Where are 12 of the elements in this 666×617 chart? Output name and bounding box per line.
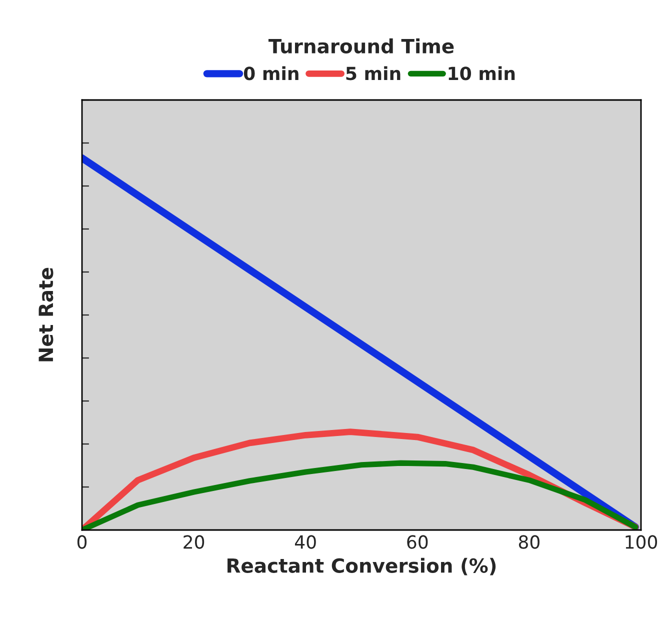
x-tick-label: 80 [518,535,540,549]
x-tick-label: 20 [184,535,204,549]
legend-label: 10 min [448,66,515,80]
x-tick-label: 40 [294,535,316,549]
legend-title: Turnaround Time [268,38,454,54]
legend-label: 0 min [244,66,298,80]
x-tick-label: 100 [626,535,658,549]
x-axis-title: Reactant Conversion (%) [228,558,496,576]
x-tick-label: 60 [407,535,428,549]
y-axis-title: Net Rate [38,268,54,362]
legend-label: 5 min [346,66,400,80]
x-tick-label: 0 [77,535,87,549]
